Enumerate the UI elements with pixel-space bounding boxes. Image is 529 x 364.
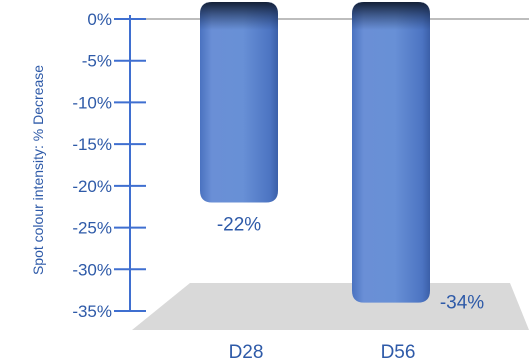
data-label: -22% — [217, 215, 261, 236]
x-tick-label: D56 — [381, 342, 416, 363]
y-axis-label: Spot colour intensity: % Decrease — [30, 65, 46, 275]
y-tick-label: -20% — [72, 177, 112, 196]
x-tick-label: D28 — [229, 342, 264, 363]
y-tick-label: -25% — [72, 219, 112, 238]
data-label: -34% — [440, 293, 484, 314]
bar-d28 — [200, 2, 278, 203]
y-tick-label: -35% — [72, 302, 112, 321]
y-tick-label: -15% — [72, 135, 112, 154]
bars-group: -22% -34% — [200, 2, 484, 314]
bar-top-shade — [352, 2, 430, 30]
y-tick-label: -30% — [72, 260, 112, 279]
floor-plane — [132, 283, 529, 330]
y-tick-label: -10% — [72, 93, 112, 112]
bar-top-shade — [200, 2, 278, 30]
y-tick-label: 0% — [87, 10, 112, 29]
y-axis: 0% -5% -10% -15% -20% -25% -30% -35% — [72, 10, 146, 321]
y-tick-label: -5% — [82, 52, 112, 71]
bar-d56 — [352, 2, 430, 303]
x-axis-labels: D28 D56 — [229, 342, 416, 363]
